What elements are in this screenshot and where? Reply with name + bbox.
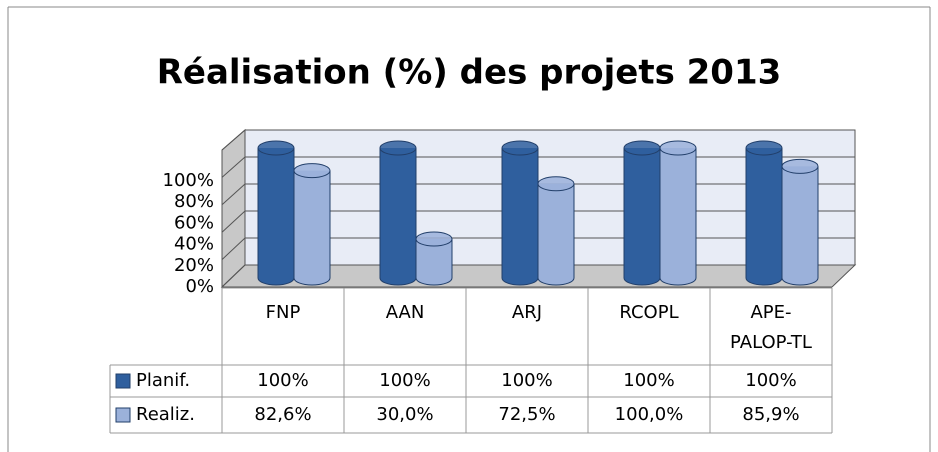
data-label: 100%: [623, 370, 674, 391]
data-label: 100%: [257, 370, 308, 391]
bar: [623, 140, 661, 286]
x-tick-label: FNP: [266, 302, 301, 323]
grid-line: [221, 129, 855, 151]
bar-body: [538, 183, 574, 278]
bar: [537, 176, 575, 286]
bar-top: [379, 140, 417, 156]
y-tick-label: 80%: [174, 191, 214, 212]
legend-swatch: [115, 407, 131, 423]
chart-title: Réalisation (%) des projets 2013: [157, 53, 782, 93]
bar-body: [660, 148, 696, 278]
x-tick-label: APE- PALOP-TL: [730, 302, 812, 353]
y-tick-label: 20%: [174, 255, 214, 276]
data-label: 100,0%: [615, 404, 684, 425]
data-label: 100%: [745, 370, 796, 391]
bar-body: [746, 148, 782, 278]
x-tick-label: ARJ: [512, 302, 542, 323]
data-label: 100%: [379, 370, 430, 391]
legend-swatch: [115, 373, 131, 389]
data-label: 82,6%: [254, 404, 311, 425]
bar-top: [537, 176, 575, 192]
bar: [745, 140, 783, 286]
y-tick-label: 40%: [174, 234, 214, 255]
data-label: 85,9%: [742, 404, 799, 425]
bar-body: [294, 170, 330, 278]
bar-body: [502, 148, 538, 278]
bar: [781, 158, 819, 286]
bar-top: [415, 231, 453, 247]
bar-body: [380, 148, 416, 278]
bar: [501, 140, 539, 286]
bar-body: [258, 148, 294, 278]
data-label: 100%: [501, 370, 552, 391]
bar-top: [659, 140, 697, 156]
data-label: 30,0%: [376, 404, 433, 425]
legend-label: Realiz.: [136, 404, 195, 425]
bar: [659, 140, 697, 286]
bar-body: [624, 148, 660, 278]
bar: [293, 163, 331, 286]
x-tick-label-line: PALOP-TL: [730, 332, 812, 353]
x-tick-label: RCOPL: [619, 302, 678, 323]
bar-top: [501, 140, 539, 156]
x-tick-label: AAN: [386, 302, 425, 323]
side-wall: [221, 128, 246, 289]
bar-top: [745, 140, 783, 156]
y-tick-label: 0%: [185, 276, 214, 297]
bar-body: [782, 166, 818, 278]
y-tick-label: 100%: [163, 170, 214, 191]
y-tick-label: 60%: [174, 212, 214, 233]
bar: [415, 231, 453, 286]
bar-top: [257, 140, 295, 156]
x-tick-label-line: APE-: [750, 302, 791, 323]
bar-top: [623, 140, 661, 156]
bar: [379, 140, 417, 286]
bar-top: [781, 158, 819, 174]
bar-top: [293, 163, 331, 179]
data-label: 72,5%: [498, 404, 555, 425]
legend-label: Planif.: [136, 370, 190, 391]
bar: [257, 140, 295, 286]
